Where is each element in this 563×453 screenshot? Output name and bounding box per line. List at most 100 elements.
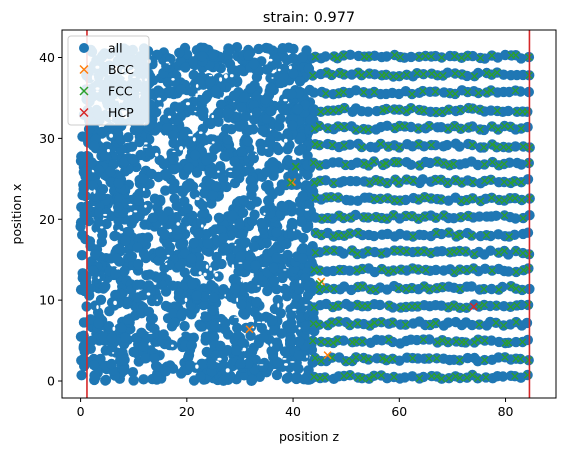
point-fcc (315, 321, 323, 329)
point-fcc (500, 211, 509, 220)
point-fcc (468, 104, 477, 113)
point-all (161, 238, 172, 249)
y-tick-label: 20 (39, 212, 55, 227)
gap-speck (97, 276, 100, 280)
point-all (297, 52, 308, 63)
legend-marker-bcc (79, 64, 89, 75)
gap-speck (148, 332, 153, 334)
point-fcc (377, 140, 385, 148)
point-fcc (458, 70, 466, 79)
point-all (251, 296, 262, 308)
point-fcc (438, 53, 446, 62)
point-fcc (334, 193, 342, 202)
point-all (101, 141, 113, 152)
point-all (509, 229, 520, 240)
gap-speck (95, 231, 98, 235)
point-fcc (388, 318, 397, 327)
point-fcc (482, 373, 490, 382)
point-all (146, 168, 157, 180)
point-all (242, 358, 254, 369)
point-all (121, 298, 133, 310)
point-fcc (519, 249, 527, 257)
point-fcc (352, 353, 360, 361)
gap-speck (199, 131, 203, 134)
point-all (271, 369, 283, 381)
point-fcc (315, 141, 323, 149)
point-fcc (433, 354, 441, 362)
point-all (83, 170, 94, 181)
point-all (113, 178, 124, 189)
point-all (163, 247, 174, 258)
point-fcc (396, 196, 404, 205)
gap-speck (268, 58, 273, 62)
gap-speck (203, 272, 207, 277)
point-all (245, 330, 256, 341)
gap-speck (211, 141, 215, 144)
point-all (338, 248, 349, 259)
gap-speck (230, 74, 234, 78)
point-fcc (382, 105, 391, 113)
gap-speck (112, 326, 116, 331)
gap-speck (113, 300, 117, 305)
point-all (260, 94, 271, 105)
point-fcc (518, 196, 526, 204)
point-fcc (388, 355, 397, 363)
point-all (229, 166, 241, 178)
point-fcc (511, 86, 520, 95)
point-all (279, 283, 290, 295)
point-fcc (455, 247, 464, 255)
point-all (236, 102, 247, 113)
point-all (238, 370, 250, 381)
point-all (168, 154, 179, 165)
point-all (218, 284, 229, 295)
point-all (167, 280, 178, 291)
point-all (119, 266, 130, 277)
point-fcc (501, 353, 509, 361)
point-fcc (512, 268, 520, 276)
point-all (279, 346, 291, 357)
point-fcc (438, 108, 447, 116)
point-all (199, 311, 211, 322)
point-all (503, 266, 514, 277)
point-fcc (330, 179, 338, 187)
point-all (229, 156, 240, 167)
point-all (154, 86, 165, 98)
point-all (288, 43, 299, 55)
point-fcc (389, 72, 397, 81)
point-fcc (456, 356, 464, 364)
point-all (214, 108, 226, 119)
point-all (292, 173, 303, 184)
point-all (234, 218, 245, 230)
point-all (295, 132, 307, 143)
point-all (157, 213, 169, 224)
point-all (147, 212, 159, 223)
point-all (99, 281, 111, 293)
point-fcc (364, 161, 373, 170)
point-fcc (462, 247, 470, 256)
point-all (145, 146, 156, 157)
gap-speck (165, 61, 170, 64)
point-all (149, 323, 160, 334)
point-all (76, 370, 87, 381)
point-all (106, 346, 117, 357)
point-fcc (341, 161, 350, 169)
legend-label-hcp: HCP (108, 105, 134, 120)
point-all (245, 83, 256, 94)
point-fcc (427, 141, 435, 149)
point-fcc (390, 51, 399, 59)
point-all (119, 332, 131, 343)
point-all (152, 294, 164, 305)
gap-speck (172, 150, 176, 152)
point-fcc (425, 285, 434, 293)
point-all (88, 359, 100, 371)
point-fcc (395, 179, 403, 187)
point-all (122, 314, 133, 325)
gap-speck (192, 137, 196, 142)
point-fcc (384, 194, 392, 202)
point-fcc (445, 374, 453, 382)
point-fcc (334, 336, 342, 344)
point-fcc (364, 247, 372, 255)
point-fcc (322, 284, 331, 292)
point-all (205, 76, 216, 87)
point-fcc (458, 178, 466, 187)
